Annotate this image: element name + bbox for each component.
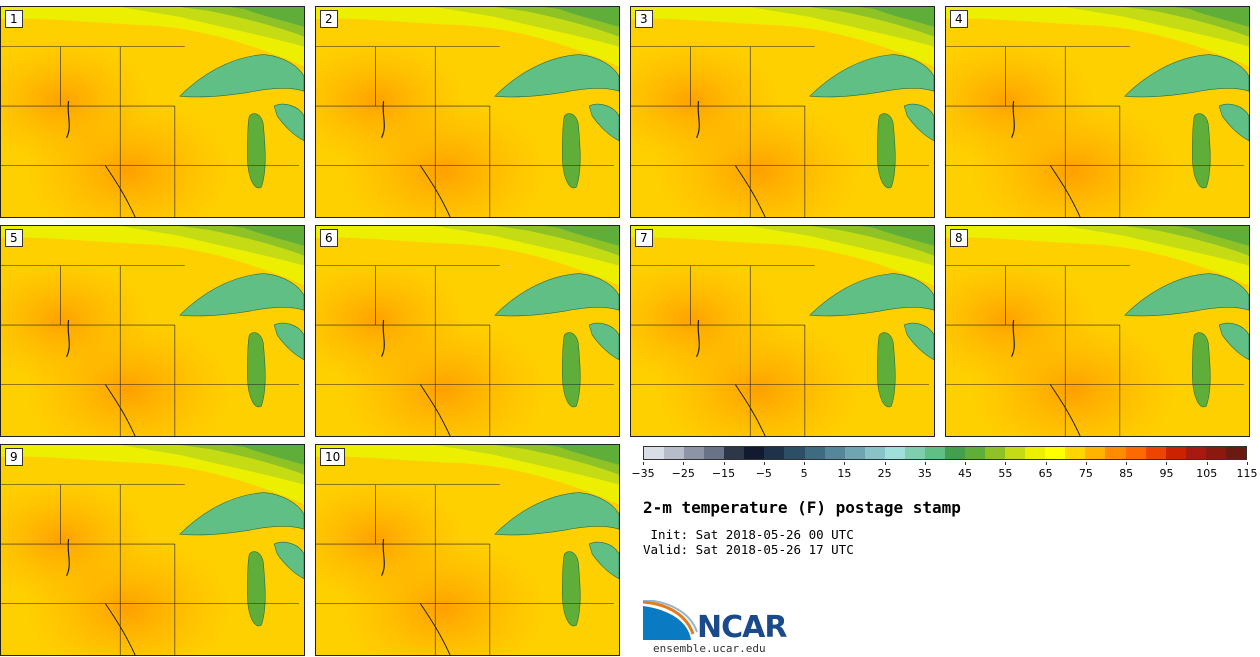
- colorbar-swatch: [1125, 447, 1146, 459]
- colorbar-swatch: [1065, 447, 1086, 459]
- colorbar-tick-label: −15: [711, 467, 736, 480]
- colorbar-tickmark: [924, 462, 926, 465]
- colorbar-tick-label: 35: [917, 467, 932, 480]
- colorbar-swatch: [1165, 447, 1186, 459]
- colorbar-swatch: [704, 447, 725, 459]
- colorbar-swatch: [1085, 447, 1106, 459]
- colorbar-tick-label: 65: [1038, 467, 1053, 480]
- colorbar-swatch: [1105, 447, 1126, 459]
- colorbar-swatch: [744, 447, 765, 459]
- colorbar-tickmark: [1247, 462, 1248, 465]
- colorbar-swatch: [1025, 447, 1046, 459]
- colorbar-swatch: [1225, 447, 1246, 459]
- member-label: 3: [635, 10, 653, 28]
- temperature-colorbar: [643, 446, 1247, 460]
- colorbar-swatch: [884, 447, 905, 459]
- colorbar-tickmark: [683, 462, 685, 465]
- colorbar-swatch: [824, 447, 845, 459]
- map-panel: 9: [0, 444, 305, 656]
- colorbar-swatch: [784, 447, 805, 459]
- colorbar-tickmark: [804, 462, 806, 465]
- colorbar-tick-label: 85: [1119, 467, 1134, 480]
- colorbar-swatch: [724, 447, 745, 459]
- colorbar-swatch: [864, 447, 885, 459]
- colorbar-swatch: [944, 447, 965, 459]
- colorbar-tickmark: [844, 462, 846, 465]
- colorbar-swatch: [985, 447, 1006, 459]
- map-panel: 1: [0, 6, 305, 218]
- member-label: 2: [320, 10, 338, 28]
- member-label: 9: [5, 448, 23, 466]
- colorbar-tick-label: 45: [958, 467, 973, 480]
- init-time: Init: Sat 2018-05-26 00 UTC: [643, 527, 854, 542]
- colorbar-tick-label: 5: [800, 467, 808, 480]
- colorbar-tickmark: [1166, 462, 1168, 465]
- colorbar-tickmark: [1206, 462, 1208, 465]
- colorbar-tick-label: 115: [1236, 467, 1258, 480]
- valid-time: Valid: Sat 2018-05-26 17 UTC: [643, 542, 854, 557]
- member-label: 7: [635, 229, 653, 247]
- colorbar-tickmark: [723, 462, 725, 465]
- colorbar-swatch: [1205, 447, 1226, 459]
- colorbar-tickmark: [1045, 462, 1047, 465]
- colorbar-swatch: [965, 447, 986, 459]
- colorbar-swatch: [1185, 447, 1206, 459]
- colorbar-swatch: [804, 447, 825, 459]
- map-panel: 6: [315, 225, 620, 437]
- colorbar-tick-labels: −35 −25 −15 −5 5 15 25 35 45 55 65 75 85 95 105 115: [631, 462, 1258, 480]
- map-panel: 4: [945, 6, 1250, 218]
- colorbar-swatch: [924, 447, 945, 459]
- map-panel: 2: [315, 6, 620, 218]
- colorbar-tickmark: [884, 462, 886, 465]
- colorbar-swatch: [684, 447, 705, 459]
- colorbar-tickmark: [1085, 462, 1087, 465]
- ncar-logo-icon: [643, 600, 698, 640]
- colorbar-tick-label: 105: [1196, 467, 1218, 480]
- colorbar-swatch: [664, 447, 685, 459]
- colorbar-swatch: [764, 447, 785, 459]
- colorbar-swatch: [1145, 447, 1166, 459]
- colorbar-tick-label: −35: [631, 467, 655, 480]
- map-panel: 3: [630, 6, 935, 218]
- colorbar-swatch: [1045, 447, 1066, 459]
- colorbar-tick-label: 55: [998, 467, 1013, 480]
- colorbar-tick-label: 75: [1078, 467, 1093, 480]
- colorbar-tick-label: −25: [671, 467, 695, 480]
- colorbar-tickmark: [1126, 462, 1128, 465]
- map-panel: 5: [0, 225, 305, 437]
- colorbar-tickmark: [763, 462, 765, 465]
- map-panel: 8: [945, 225, 1250, 437]
- map-panel: 10: [315, 444, 620, 656]
- site-url: ensemble.ucar.edu: [653, 642, 766, 655]
- colorbar-swatch: [1005, 447, 1026, 459]
- colorbar-swatch: [644, 447, 665, 459]
- member-label: 5: [5, 229, 23, 247]
- figure-title: 2-m temperature (F) postage stamp: [643, 498, 961, 517]
- colorbar-tickmark: [1005, 462, 1007, 465]
- colorbar-tickmark: [643, 462, 644, 465]
- ncar-logo-text: NCAR: [697, 610, 787, 645]
- map-panel: 7: [630, 225, 935, 437]
- colorbar-tick-label: 95: [1159, 467, 1174, 480]
- colorbar-swatch: [844, 447, 865, 459]
- colorbar-tick-label: −5: [755, 467, 772, 480]
- colorbar-tick-label: 15: [837, 467, 852, 480]
- member-label: 1: [5, 10, 23, 28]
- member-label: 6: [320, 229, 338, 247]
- member-label: 4: [950, 10, 968, 28]
- colorbar-tickmark: [965, 462, 967, 465]
- member-label: 10: [320, 448, 346, 466]
- member-label: 8: [950, 229, 968, 247]
- colorbar-tick-label: 25: [877, 467, 892, 480]
- colorbar-swatch: [904, 447, 925, 459]
